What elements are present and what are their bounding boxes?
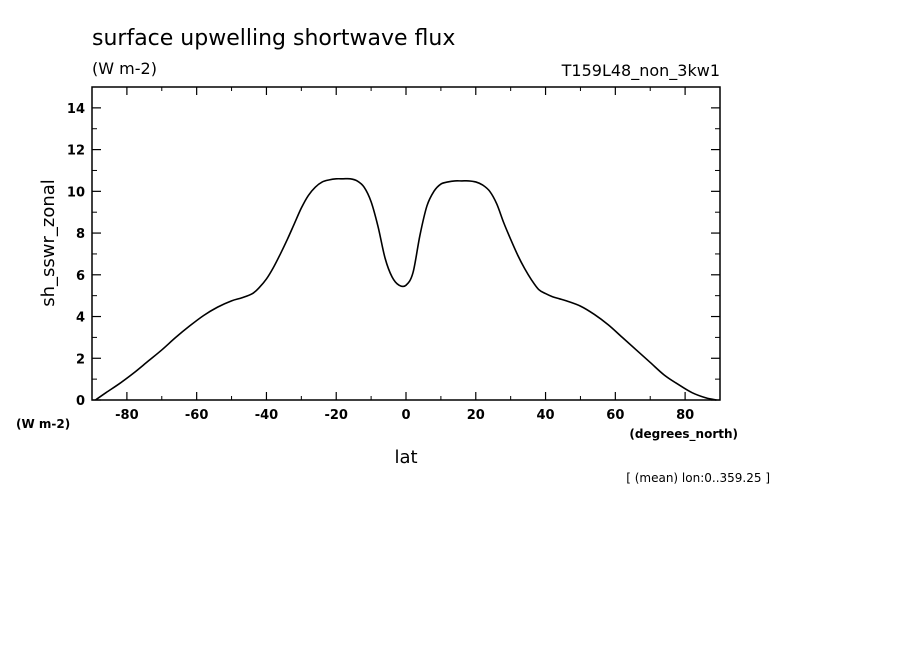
y-tick-label: 14 [67,102,85,117]
y-axis-units: (W m-2) [16,417,70,431]
x-axis-ticks: -80 -60 -40 -20 0 20 40 60 80 [115,87,694,423]
footnote-mean-lon: [ (mean) lon:0..359.25 ] [626,471,770,485]
y-tick-label: 4 [76,311,85,326]
chart-units-subtitle: (W m-2) [92,59,157,78]
x-tick-label: 80 [676,408,694,423]
y-tick-label: 6 [76,269,85,284]
x-tick-label: -40 [255,408,279,423]
y-tick-label: 10 [67,185,85,200]
y-tick-label: 12 [67,144,85,159]
chart-title: surface upwelling shortwave flux [92,26,455,51]
y-tick-label: 2 [76,352,85,367]
x-tick-label: -60 [185,408,209,423]
plot-frame [91,86,721,401]
y-axis-ticks: 0 2 4 6 8 10 12 14 [67,102,720,409]
x-tick-label: 40 [537,408,555,423]
series-line-flux [95,177,717,401]
minor-ticks [91,87,721,400]
x-tick-label: 20 [467,408,485,423]
x-axis-label: lat [394,447,417,468]
y-axis-label: sh_sswr_zonal [38,179,59,307]
x-tick-label: 0 [401,408,410,423]
x-tick-label: -20 [324,408,348,423]
y-tick-label: 8 [76,227,85,242]
x-tick-label: -80 [115,408,139,423]
x-tick-label: 60 [606,408,624,423]
run-label: T159L48_non_3kw1 [561,61,720,81]
y-tick-label: 0 [76,394,85,409]
x-axis-units: (degrees_north) [629,427,738,442]
